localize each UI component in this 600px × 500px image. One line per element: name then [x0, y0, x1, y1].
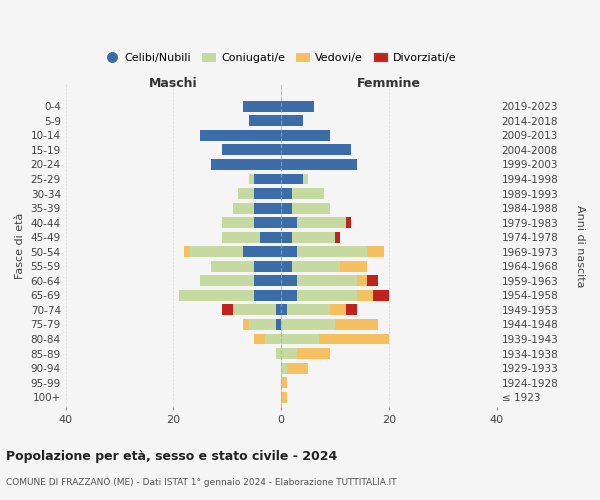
Bar [222, 232, 260, 242]
Bar [281, 276, 298, 286]
Bar [233, 304, 276, 316]
Bar [303, 174, 308, 184]
Bar [356, 290, 373, 301]
Bar [179, 290, 254, 301]
Bar [281, 159, 356, 170]
Bar [298, 290, 356, 301]
Bar [211, 261, 254, 272]
Bar [292, 232, 335, 242]
Bar [233, 202, 254, 213]
Bar [373, 290, 389, 301]
Bar [276, 319, 281, 330]
Bar [222, 217, 254, 228]
Y-axis label: Fasce di età: Fasce di età [15, 212, 25, 279]
Bar [244, 101, 281, 112]
Bar [356, 276, 367, 286]
Bar [281, 202, 292, 213]
Bar [281, 319, 335, 330]
Bar [292, 261, 340, 272]
Bar [281, 261, 292, 272]
Bar [254, 188, 281, 199]
Bar [281, 130, 329, 141]
Bar [254, 276, 281, 286]
Bar [265, 334, 281, 344]
Bar [335, 232, 340, 242]
Bar [281, 348, 298, 359]
Bar [244, 246, 281, 257]
Bar [254, 202, 281, 213]
Bar [200, 276, 254, 286]
Bar [260, 232, 281, 242]
Bar [222, 144, 281, 156]
Bar [281, 246, 298, 257]
Text: Femmine: Femmine [357, 78, 421, 90]
Bar [298, 348, 329, 359]
Bar [367, 276, 378, 286]
Bar [367, 246, 383, 257]
Bar [281, 174, 303, 184]
Bar [249, 174, 254, 184]
Bar [249, 319, 276, 330]
Bar [281, 377, 287, 388]
Bar [281, 144, 351, 156]
Bar [281, 290, 298, 301]
Bar [254, 174, 281, 184]
Bar [184, 246, 190, 257]
Text: COMUNE DI FRAZZANÒ (ME) - Dati ISTAT 1° gennaio 2024 - Elaborazione TUTTITALIA.: COMUNE DI FRAZZANÒ (ME) - Dati ISTAT 1°… [6, 478, 397, 487]
Bar [298, 276, 356, 286]
Bar [281, 392, 287, 402]
Bar [281, 362, 287, 374]
Bar [238, 188, 254, 199]
Bar [281, 217, 298, 228]
Bar [281, 101, 314, 112]
Legend: Celibi/Nubili, Coniugati/e, Vedovi/e, Divorziati/e: Celibi/Nubili, Coniugati/e, Vedovi/e, Di… [101, 48, 461, 68]
Bar [319, 334, 389, 344]
Bar [287, 362, 308, 374]
Bar [346, 304, 356, 316]
Bar [281, 232, 292, 242]
Bar [190, 246, 244, 257]
Bar [276, 348, 281, 359]
Bar [298, 217, 346, 228]
Bar [200, 130, 281, 141]
Bar [281, 188, 292, 199]
Bar [281, 116, 303, 126]
Bar [340, 261, 367, 272]
Bar [254, 261, 281, 272]
Bar [211, 159, 281, 170]
Bar [276, 304, 281, 316]
Bar [244, 319, 249, 330]
Bar [281, 304, 287, 316]
Bar [335, 319, 378, 330]
Bar [281, 334, 319, 344]
Bar [298, 246, 367, 257]
Bar [329, 304, 346, 316]
Bar [292, 202, 329, 213]
Bar [292, 188, 325, 199]
Bar [254, 334, 265, 344]
Bar [254, 217, 281, 228]
Bar [222, 304, 233, 316]
Bar [287, 304, 329, 316]
Bar [254, 290, 281, 301]
Text: Popolazione per età, sesso e stato civile - 2024: Popolazione per età, sesso e stato civil… [6, 450, 337, 463]
Bar [249, 116, 281, 126]
Text: Maschi: Maschi [149, 78, 198, 90]
Y-axis label: Anni di nascita: Anni di nascita [575, 204, 585, 287]
Bar [346, 217, 351, 228]
